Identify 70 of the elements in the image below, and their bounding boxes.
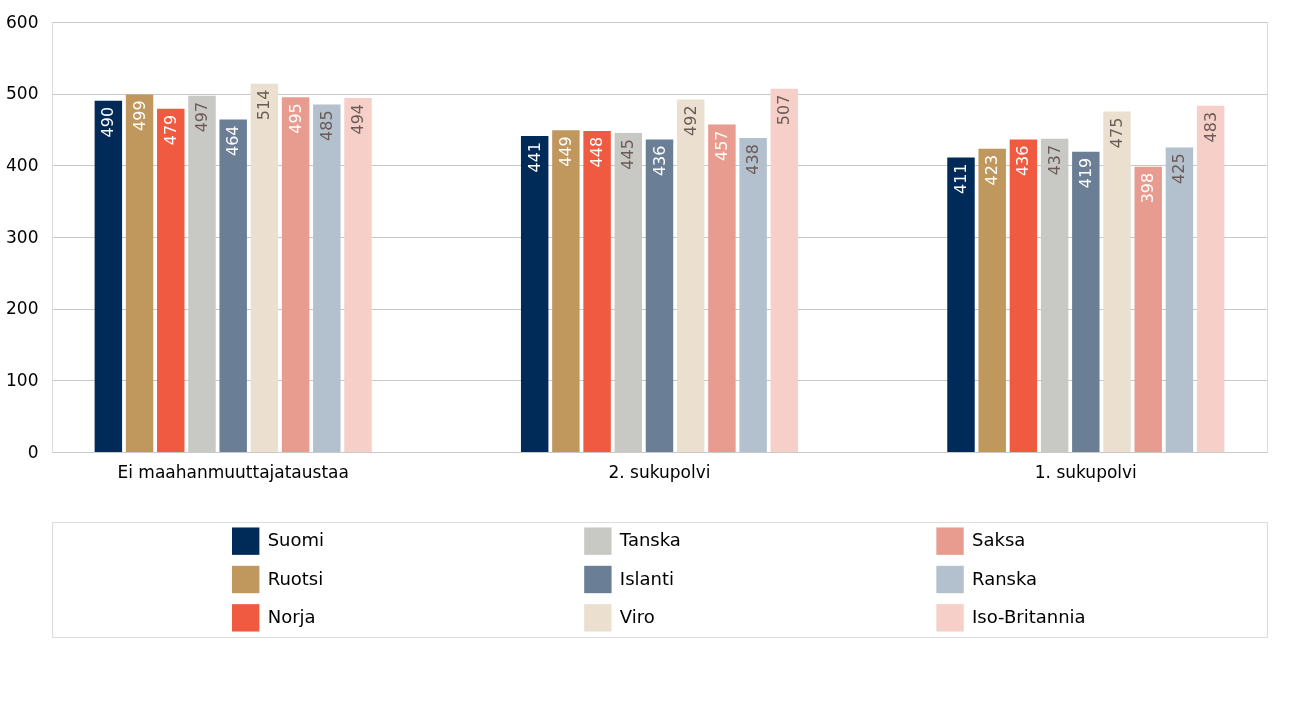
bar — [219, 119, 247, 452]
y-tick-label: 0 — [27, 441, 39, 462]
data-label: 441 — [524, 141, 544, 173]
legend-label: Ranska — [972, 567, 1038, 589]
data-label: 419 — [1075, 157, 1095, 189]
legend-label: Viro — [619, 605, 655, 627]
bar — [978, 148, 1006, 452]
y-tick-label: 500 — [6, 83, 39, 104]
bar — [1009, 139, 1038, 452]
data-label: 423 — [982, 154, 1002, 186]
data-label: 499 — [129, 100, 149, 131]
data-label: 425 — [1169, 153, 1189, 184]
data-label: 438 — [743, 144, 763, 175]
bar — [157, 108, 185, 452]
bar — [770, 88, 799, 452]
bar — [1134, 166, 1162, 452]
data-label: 497 — [191, 101, 211, 133]
bar — [1072, 151, 1100, 452]
data-label: 490 — [98, 106, 118, 138]
bar — [645, 139, 674, 452]
bar — [1196, 105, 1225, 452]
y-tick-label: 300 — [6, 226, 39, 247]
data-label: 507 — [774, 94, 794, 126]
legend-label: Ruotsi — [267, 567, 324, 589]
bar — [313, 104, 341, 452]
x-tick-label: 1. sukupolvi — [1034, 461, 1137, 482]
data-label: 464 — [223, 125, 243, 157]
legend-label: Islanti — [619, 567, 675, 589]
bar — [344, 97, 372, 452]
bar — [250, 83, 279, 452]
legend-label: Saksa — [972, 529, 1026, 551]
bar — [94, 100, 123, 452]
data-label: 436 — [1013, 145, 1033, 177]
bar — [947, 157, 975, 452]
bar — [739, 138, 767, 452]
bar — [1165, 147, 1194, 452]
data-label: 494 — [348, 103, 368, 135]
data-label: 445 — [618, 139, 638, 170]
bar — [520, 135, 549, 452]
data-label: 495 — [285, 103, 305, 134]
bar — [583, 130, 611, 452]
legend-label: Suomi — [267, 529, 325, 551]
data-label: 485 — [316, 110, 336, 141]
data-label: 475 — [1107, 117, 1127, 149]
y-tick-label: 100 — [6, 369, 39, 390]
y-tick-label: 200 — [6, 298, 39, 319]
y-tick-label: 400 — [6, 154, 39, 175]
data-label: 448 — [587, 136, 607, 168]
data-label: 449 — [555, 136, 575, 167]
bar — [708, 124, 736, 452]
data-label: 492 — [680, 105, 700, 136]
bar — [1103, 111, 1131, 452]
y-tick-label: 600 — [6, 11, 39, 32]
data-label: 398 — [1138, 172, 1158, 204]
data-label: 457 — [711, 130, 731, 162]
data-label: 514 — [254, 89, 274, 121]
bar — [552, 130, 580, 452]
data-label: 479 — [160, 114, 180, 146]
legend-label: Norja — [267, 605, 316, 627]
data-label: 437 — [1044, 144, 1064, 176]
bar — [676, 99, 705, 452]
data-label: 483 — [1200, 111, 1220, 143]
legend-label: Iso-Britannia — [972, 605, 1086, 627]
x-tick-label: Ei maahanmuuttajataustaa — [117, 461, 349, 482]
legend-label: Tanska — [618, 529, 681, 551]
bar — [281, 97, 310, 452]
data-label: 411 — [950, 163, 970, 194]
x-tick-label: 2. sukupolvi — [608, 461, 711, 482]
data-label: 436 — [649, 145, 669, 177]
bar — [125, 94, 154, 452]
